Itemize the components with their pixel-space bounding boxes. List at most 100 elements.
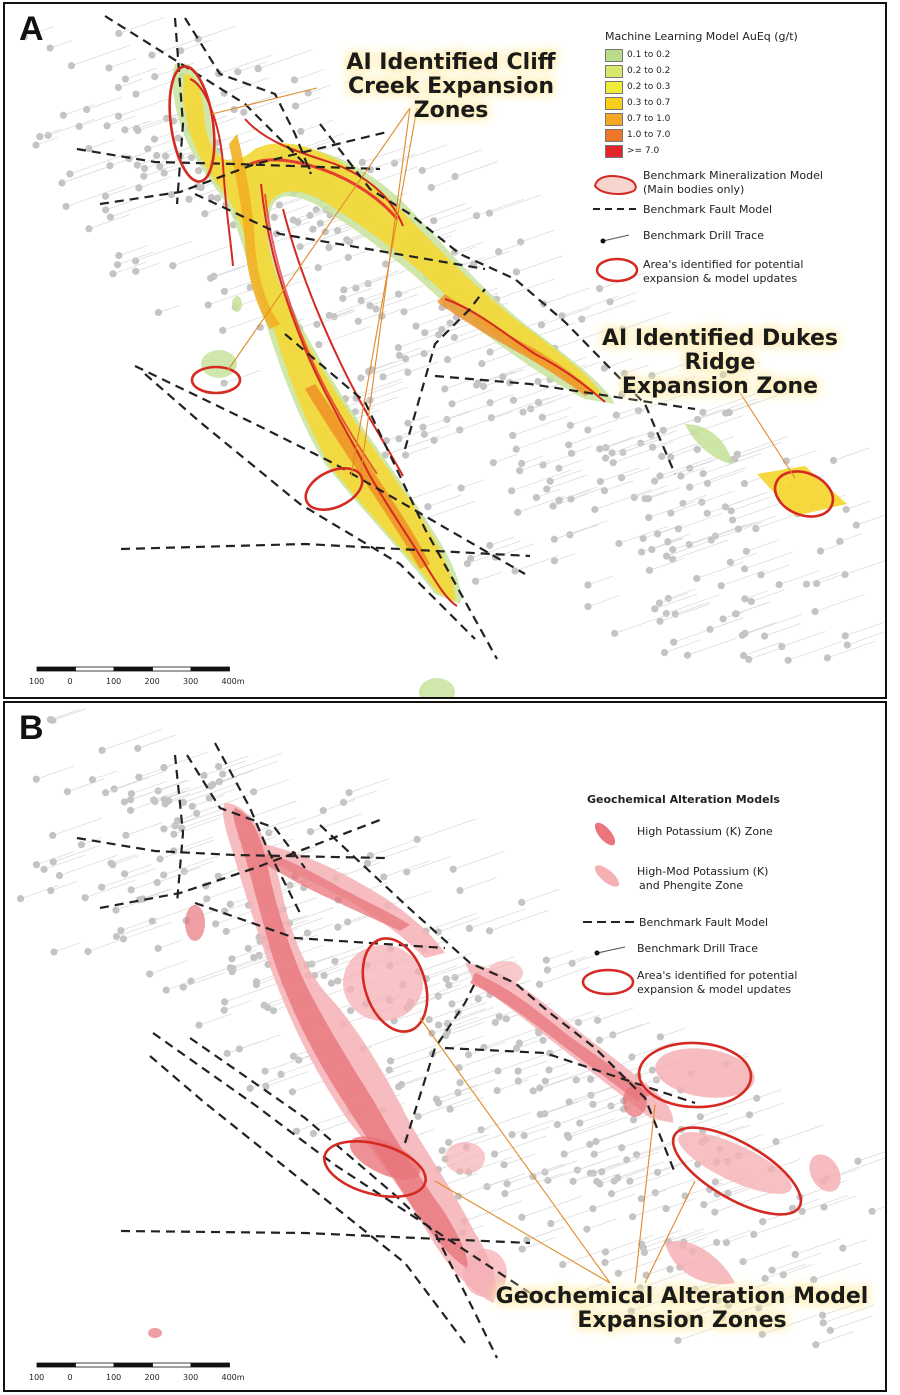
high-mod-zone-e bbox=[665, 1241, 735, 1285]
drill-collar bbox=[852, 521, 860, 529]
drill-collar bbox=[413, 835, 421, 844]
drill-collar bbox=[541, 1077, 549, 1085]
drill-collar bbox=[445, 1138, 453, 1147]
drill-collar bbox=[640, 1248, 649, 1256]
drill-collar bbox=[696, 1113, 704, 1121]
drill-collar bbox=[677, 472, 685, 480]
geochem-expansion-ellipse-3 bbox=[637, 1041, 753, 1109]
drill-collar bbox=[659, 426, 667, 434]
drill-collar bbox=[313, 320, 321, 328]
drill-collar bbox=[745, 655, 753, 664]
drill-collar bbox=[347, 1006, 355, 1015]
ml-core-east bbox=[437, 294, 595, 396]
drill-collar bbox=[584, 581, 592, 589]
drill-collar bbox=[543, 966, 551, 974]
drill-collar bbox=[611, 629, 619, 637]
drill-collar bbox=[518, 1213, 526, 1221]
drill-collar bbox=[262, 1082, 270, 1090]
drill-collar bbox=[529, 1087, 537, 1095]
cliff-creek-callout: AI Identified Cliff Creek Expansion Zone… bbox=[311, 51, 591, 122]
drill-collar bbox=[536, 1084, 544, 1092]
drill-collar bbox=[434, 1021, 443, 1029]
drill-collar bbox=[414, 1112, 422, 1120]
drill-collar bbox=[395, 1083, 403, 1091]
drill-collar bbox=[772, 1137, 780, 1146]
high-k-zone-d bbox=[623, 1085, 647, 1117]
panel-a-letter: A bbox=[19, 10, 44, 48]
drill-collar bbox=[483, 1183, 491, 1191]
drill-collar bbox=[446, 1105, 454, 1113]
drill-collar bbox=[666, 381, 675, 389]
drill-collar bbox=[456, 1079, 464, 1087]
drill-collar bbox=[630, 493, 638, 501]
dukes-ridge-expansion-ellipse bbox=[773, 470, 835, 518]
drill-collar bbox=[637, 1195, 645, 1203]
drill-collar bbox=[264, 1003, 272, 1012]
drill-collar bbox=[418, 166, 426, 175]
drill-collar bbox=[127, 790, 136, 798]
drill-collar bbox=[194, 182, 202, 190]
drill-collar bbox=[425, 1015, 433, 1024]
drill-collar bbox=[445, 981, 453, 989]
drill-collar bbox=[759, 1218, 767, 1226]
drill-collar bbox=[617, 474, 626, 482]
drill-collar bbox=[390, 159, 399, 167]
drill-collar bbox=[464, 1051, 473, 1059]
drill-collar bbox=[214, 872, 222, 880]
drill-collar bbox=[645, 566, 654, 574]
drill-collar bbox=[134, 744, 142, 752]
drill-collar bbox=[334, 977, 342, 985]
drill-collar bbox=[380, 873, 388, 881]
drill-collar bbox=[366, 302, 374, 310]
geochem-expansion-ellipse-2 bbox=[323, 1140, 427, 1198]
drill-collar bbox=[444, 1027, 452, 1035]
drill-collar bbox=[463, 559, 472, 568]
ml-blob-west bbox=[201, 350, 237, 378]
drill-collar bbox=[841, 632, 849, 640]
drill-collar bbox=[179, 983, 187, 991]
drill-collar bbox=[626, 1177, 634, 1185]
drill-collar bbox=[306, 828, 315, 836]
drill-collar bbox=[207, 193, 216, 202]
drill-collar bbox=[465, 924, 473, 933]
drill-collar bbox=[16, 895, 25, 903]
legend-a-areas-line1: Area's identified for potential bbox=[643, 258, 804, 271]
drill-collar bbox=[474, 995, 482, 1003]
drill-collar bbox=[46, 44, 54, 52]
drill-collar bbox=[509, 431, 517, 440]
drill-collar bbox=[472, 212, 481, 220]
legend-a-drill: Benchmark Drill Trace bbox=[643, 229, 764, 242]
dukes-ridge-callout-line2: Expansion Zone bbox=[621, 373, 819, 399]
drill-collar bbox=[32, 861, 41, 869]
drill-collar bbox=[648, 371, 656, 380]
drill-collar bbox=[745, 1111, 754, 1119]
drill-collar bbox=[628, 1053, 636, 1061]
drill-collar bbox=[454, 1192, 463, 1200]
drill-collar bbox=[651, 1320, 659, 1328]
mineralization-swatch bbox=[593, 175, 637, 195]
drill-collar bbox=[357, 374, 365, 382]
drill-collar bbox=[85, 225, 93, 233]
drill-collar bbox=[179, 798, 188, 807]
drill-collar bbox=[725, 408, 733, 417]
drill-collar bbox=[126, 806, 135, 814]
drill-collar bbox=[632, 1151, 641, 1159]
legend-b-fault: Benchmark Fault Model bbox=[639, 916, 769, 929]
drill-collar bbox=[139, 895, 147, 903]
drill-collar bbox=[734, 525, 743, 533]
drill-collar bbox=[286, 881, 294, 889]
drill-collar bbox=[401, 355, 410, 363]
drill-collar bbox=[162, 152, 170, 160]
geochem-callout-line1: Geochemical Alteration Model bbox=[495, 1284, 869, 1309]
drill-collar bbox=[669, 555, 677, 563]
drill-collar bbox=[160, 763, 168, 772]
legend-b-high-mod-line1: High-Mod Potassium (K) bbox=[637, 865, 769, 878]
grade-label: 0.1 to 0.2 bbox=[627, 50, 671, 60]
drill-collar bbox=[150, 796, 158, 804]
drill-collar bbox=[387, 1057, 395, 1065]
drill-collar bbox=[596, 445, 604, 453]
drill-collar bbox=[826, 1326, 834, 1335]
legend-b-title: Geochemical Alteration Models bbox=[587, 793, 780, 806]
drill-collar bbox=[596, 477, 604, 486]
drill-collar bbox=[518, 459, 526, 468]
